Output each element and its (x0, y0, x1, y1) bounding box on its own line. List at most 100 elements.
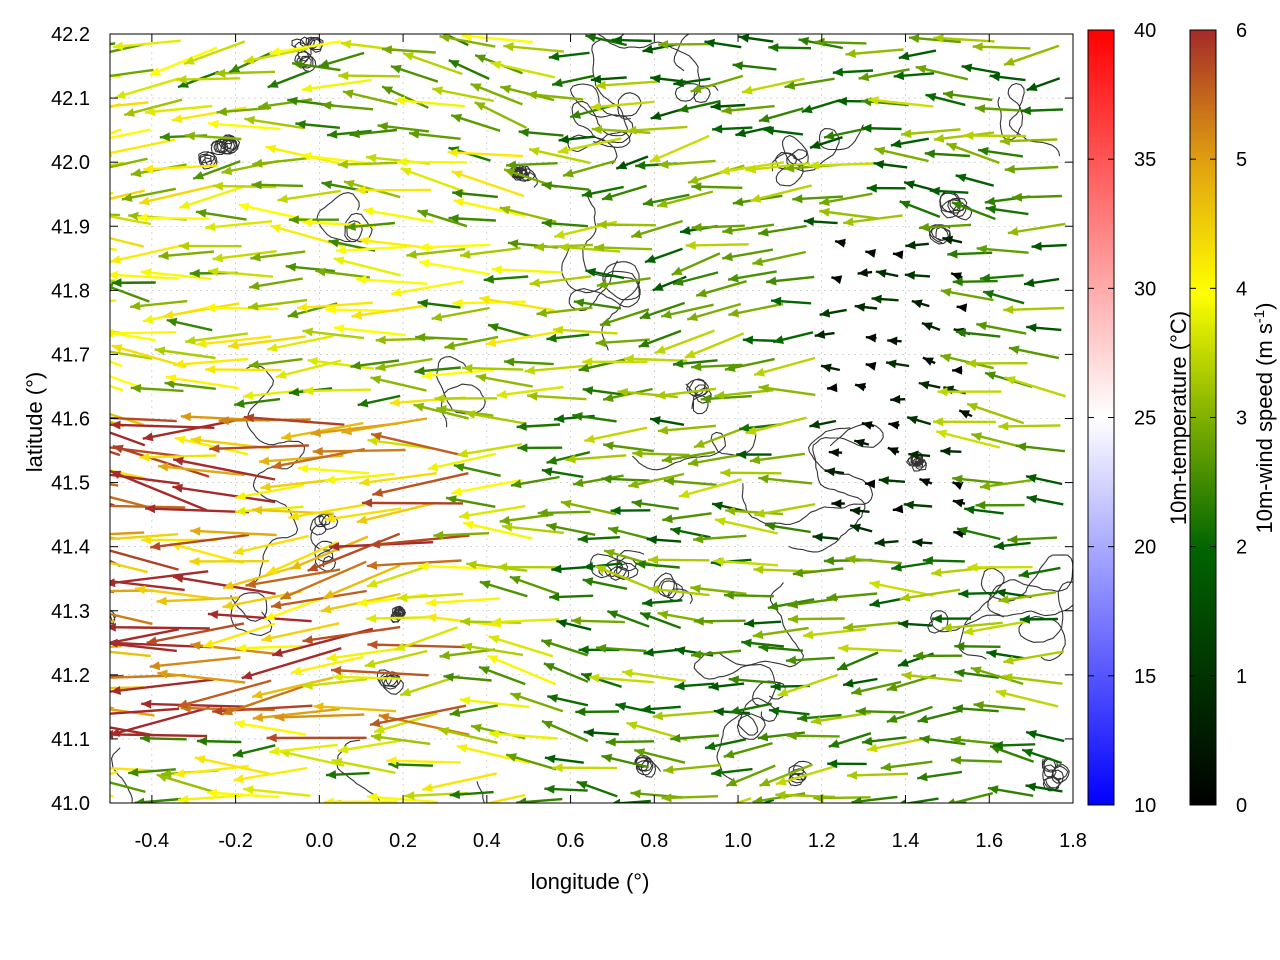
wind-vector-shaft (418, 260, 491, 276)
wind-vector (110, 128, 151, 140)
wind-vector (232, 744, 276, 758)
wind-vector (110, 726, 155, 737)
wind-vector (110, 533, 179, 541)
wind-vector (526, 90, 584, 101)
wind-vector (444, 335, 499, 351)
wind-vector-head (471, 723, 482, 733)
wind-vector-head (325, 305, 336, 315)
wind-vector-head (93, 674, 103, 683)
wind-vector-head (180, 703, 191, 713)
wind-vector-head (326, 652, 337, 662)
wind-vector-head (868, 96, 879, 106)
wind-vector-head (281, 431, 292, 441)
wind-vector (491, 265, 563, 275)
wind-vector-shaft (207, 269, 274, 278)
wind-vector (164, 379, 216, 390)
terrain-contour-line (571, 34, 690, 165)
wind-vector-head (179, 200, 191, 209)
wind-vector-head (277, 805, 288, 814)
wind-vector-head (757, 732, 769, 742)
wind-vector-head (741, 638, 752, 648)
wind-vector (888, 420, 900, 430)
wind-vector-shaft (241, 647, 342, 680)
wind-vector-head (570, 616, 581, 626)
wind-vector-head (510, 692, 522, 701)
wind-vector-shaft (110, 533, 179, 541)
wind-vector-shaft (110, 350, 152, 360)
wind-vector-head (212, 706, 223, 716)
wind-vector (1023, 277, 1060, 288)
wind-vector-head (578, 645, 589, 655)
wind-vector-head (831, 275, 843, 285)
wind-vector (154, 346, 216, 360)
wind-vector-shaft (684, 332, 745, 359)
wind-vector-shaft (245, 568, 341, 587)
wind-vector-shaft (110, 273, 179, 280)
wind-vector (110, 189, 146, 201)
wind-vector-shaft (204, 220, 273, 229)
wind-vector-shaft (552, 328, 618, 335)
wind-vector (673, 77, 711, 88)
wind-vector (725, 506, 783, 516)
wind-vector (178, 793, 249, 803)
wind-vectors (85, 34, 1067, 814)
wind-vector-head (642, 197, 654, 207)
wind-vector (245, 568, 341, 589)
wind-vector-head (280, 590, 292, 600)
wind-vector-head (92, 165, 103, 174)
wind-vector-shaft (139, 454, 217, 459)
terrain-contour-line (589, 550, 645, 581)
wind-vector-shaft (390, 280, 464, 296)
wind-vector-shaft (397, 592, 464, 600)
wind-vector-shaft (110, 549, 179, 571)
wind-vector-head (976, 321, 987, 331)
wind-vector-head (85, 441, 96, 450)
wind-vector (474, 101, 527, 129)
wind-vector-shaft (110, 243, 185, 263)
wind-vector-shaft (139, 184, 216, 205)
wind-vector (227, 335, 306, 350)
wind-vector-head (371, 432, 382, 441)
wind-vector-head (749, 455, 761, 465)
wind-vector (803, 217, 838, 226)
wind-vector (601, 753, 649, 769)
wind-vector (110, 360, 123, 368)
wind-vector-head (504, 168, 515, 177)
wind-vector (297, 464, 369, 475)
wind-vector (760, 798, 775, 803)
wind-vector-shaft (386, 759, 461, 764)
wind-vector-shaft (149, 656, 241, 668)
wind-vector (302, 625, 401, 645)
wind-vector-head (272, 648, 283, 657)
wind-vector (931, 614, 972, 624)
wind-vector-head (678, 489, 690, 499)
wind-vector-shaft (323, 800, 398, 803)
wind-vector-head (488, 635, 500, 644)
wind-vector-head (528, 147, 540, 156)
wind-vector (866, 736, 931, 753)
terrain-contour-line (653, 572, 693, 605)
wind-vector (541, 218, 588, 228)
wind-vector-head (964, 505, 975, 515)
wind-vector (963, 131, 1027, 141)
wind-vector (418, 259, 491, 276)
wind-vector-shaft (356, 278, 428, 285)
wind-vector-head (414, 366, 425, 376)
wind-vector (933, 131, 995, 143)
wind-vector-head (345, 222, 356, 231)
wind-vector-head (887, 447, 899, 456)
wind-vector-head (552, 763, 563, 773)
wind-vector-head (277, 194, 288, 204)
wind-vector (759, 763, 813, 787)
wind-vector-shaft (212, 184, 277, 189)
wind-vector-head (708, 681, 719, 691)
wind-vector-head (491, 265, 502, 275)
wind-vector (671, 252, 721, 276)
wind-vector (752, 626, 809, 640)
wind-vector-head (646, 535, 657, 545)
wind-vector-head (933, 134, 945, 143)
wind-vector (110, 495, 147, 508)
wind-vector-head (527, 391, 538, 401)
wind-vector-head (861, 421, 873, 430)
wind-vector-head (459, 696, 471, 706)
